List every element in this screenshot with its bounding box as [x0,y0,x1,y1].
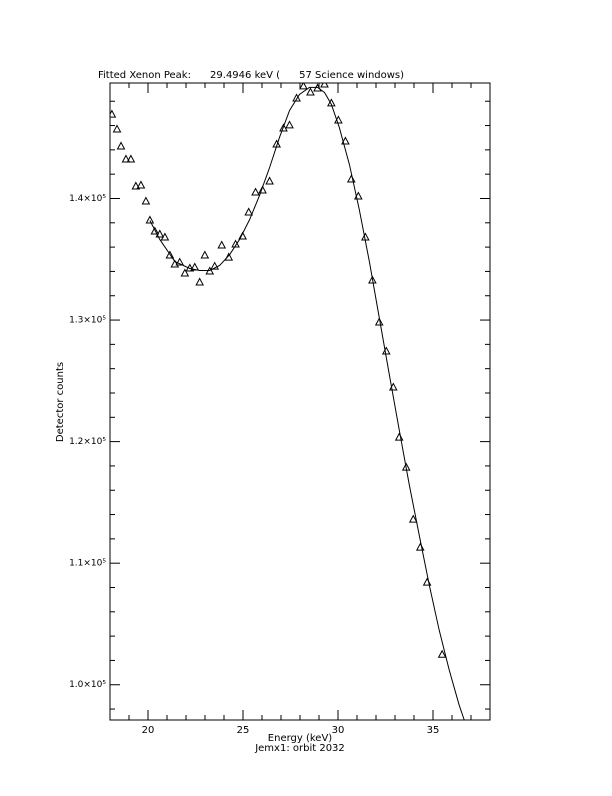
data-point [116,141,126,150]
data-point [381,346,391,355]
data-point [292,93,301,102]
data-point [299,83,308,90]
data-point [180,268,190,277]
x-tick-label: 20 [142,725,155,736]
y-tick-label: 1.2×10⁵ [69,437,106,447]
data-point [150,226,160,235]
chart-title: Fitted Xenon Peak: 29.4946 keV ( 57 Scie… [98,70,404,81]
data-point [437,649,447,658]
data-point [190,262,200,271]
data-point [244,207,254,216]
y-tick-label: 1.1×10⁵ [69,559,106,569]
data-point [258,185,267,194]
data-point [126,154,136,163]
data-point [121,154,131,163]
data-point [217,240,227,249]
fit-line [149,86,465,720]
x-tick-label: 25 [237,725,250,736]
data-point [279,123,288,132]
y-tick-label: 1.0×10⁵ [69,680,106,690]
data-point [285,120,294,129]
y-tick-label: 1.3×10⁵ [69,316,106,326]
data-point [131,181,141,190]
data-point [368,275,377,284]
data-point [346,174,356,183]
data-point [155,229,165,238]
data-point [341,136,350,145]
data-point [408,514,418,523]
data-point [112,124,122,133]
data-point [265,176,274,185]
data-point [320,83,329,88]
data-point [374,317,384,326]
data-point [165,250,175,259]
data-point [195,277,205,286]
data-point [238,231,247,240]
data-point [306,87,315,96]
data-point [210,261,220,270]
x-tick-label: 35 [427,725,440,736]
data-point [141,196,151,205]
data-point [175,257,185,266]
x-axis-label: Energy (keV) [268,733,333,744]
data-point [145,215,155,224]
data-point [231,239,240,248]
data-point [200,250,210,259]
y-axis-label: Detector counts [55,362,66,442]
data-point [136,180,146,189]
data-point [251,187,260,196]
data-point [110,109,117,118]
y-tick-label: 1.4×10⁵ [69,194,106,204]
subtitle: Jemx1: orbit 2032 [254,743,345,754]
x-tick-label: 30 [332,725,345,736]
data-point [160,232,170,241]
